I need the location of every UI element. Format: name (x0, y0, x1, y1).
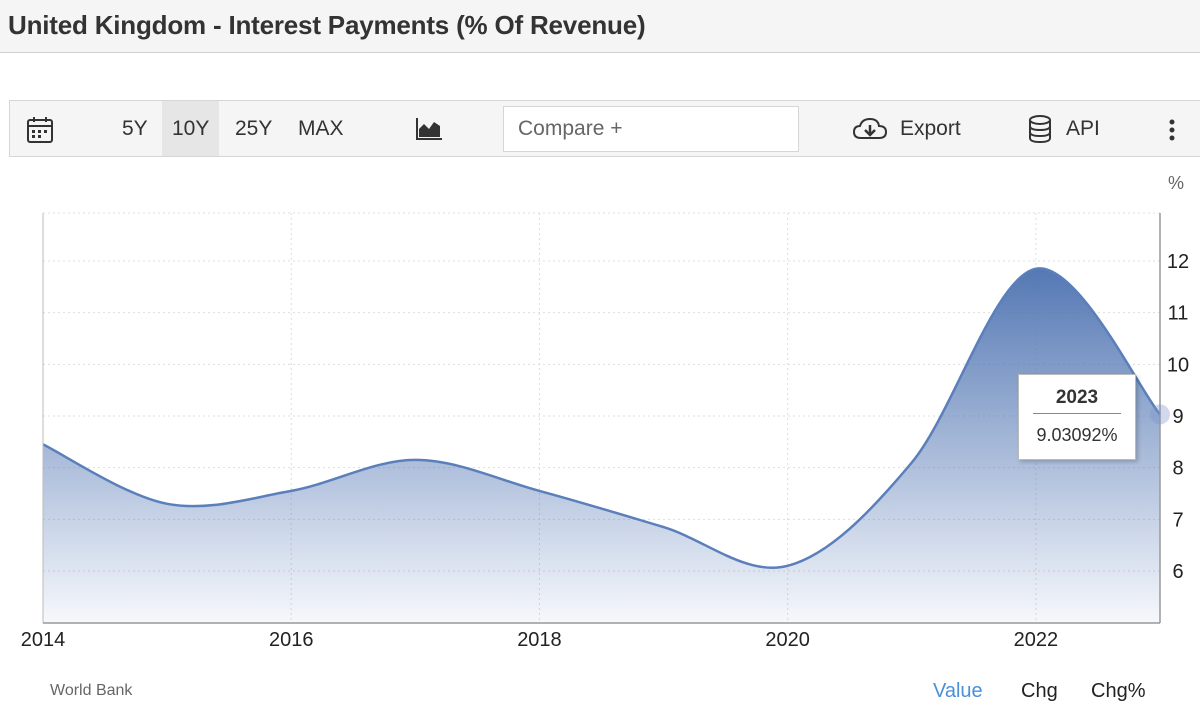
tooltip-year: 2023 (1055, 387, 1099, 408)
database-icon[interactable] (1028, 115, 1052, 148)
chg-pct-tab[interactable]: Chg% (1091, 680, 1146, 702)
range-max-button[interactable]: MAX (298, 117, 344, 140)
chart-type-icon[interactable] (415, 117, 443, 146)
tooltip: 2023 9.03092% (1018, 374, 1136, 460)
page-title: United Kingdom - Interest Payments (% Of… (8, 10, 646, 40)
highlighted-point[interactable] (1150, 404, 1170, 425)
export-button[interactable]: Export (900, 117, 961, 140)
x-tick-label: 2022 (1014, 629, 1059, 651)
source-label: World Bank (50, 682, 133, 699)
x-tick-label: 2020 (765, 629, 810, 651)
cloud-download-icon[interactable] (852, 117, 888, 146)
title-bar: United Kingdom - Interest Payments (% Of… (0, 0, 1200, 53)
compare-input[interactable]: Compare + (503, 106, 799, 152)
unit-label: % (1168, 173, 1184, 193)
y-tick-label: 12 (1167, 251, 1189, 273)
range-5y-button[interactable]: 5Y (122, 117, 148, 140)
y-tick-label: 7 (1172, 509, 1183, 531)
chart-area: % 6 7 8 9 10 11 12 2014 2016 2018 2020 2022 2023 9… (0, 158, 1200, 723)
tooltip-value: 9.03092% (1036, 425, 1118, 445)
value-tab[interactable]: Value (933, 680, 983, 702)
calendar-icon[interactable] (26, 116, 54, 149)
axes (42, 213, 1161, 624)
line-chart: % 6 7 8 9 10 11 12 2014 2016 2018 2020 2022 (21, 173, 1189, 651)
area-fill (43, 268, 1160, 623)
x-tick-label: 2016 (269, 629, 314, 651)
data-point[interactable] (785, 563, 791, 569)
range-10y-button[interactable]: 10Y (162, 101, 220, 156)
data-point[interactable] (40, 441, 46, 447)
chart-toolbar: 5Y 10Y 25Y MAX Compare + Export API (9, 100, 1200, 157)
tooltip-divider (1033, 413, 1121, 414)
data-point[interactable] (164, 501, 170, 507)
api-button[interactable]: API (1066, 117, 1100, 140)
y-tick-label: 10 (1167, 354, 1189, 376)
y-tick-label: 8 (1172, 458, 1183, 480)
series-line (42, 267, 1161, 569)
x-tick-label: 2014 (21, 629, 66, 651)
data-point[interactable] (909, 460, 915, 466)
y-tick-label: 9 (1172, 406, 1183, 428)
chg-tab[interactable]: Chg (1021, 680, 1058, 702)
data-point[interactable] (1033, 266, 1039, 272)
more-vertical-icon[interactable] (1168, 119, 1176, 146)
data-point[interactable] (288, 488, 294, 494)
data-point[interactable] (536, 488, 542, 494)
data-point[interactable] (412, 457, 418, 463)
range-25y-button[interactable]: 25Y (235, 117, 273, 140)
data-point[interactable] (661, 524, 667, 530)
y-tick-label: 11 (1168, 303, 1189, 325)
x-tick-label: 2018 (517, 629, 562, 651)
y-tick-label: 6 (1172, 561, 1183, 583)
